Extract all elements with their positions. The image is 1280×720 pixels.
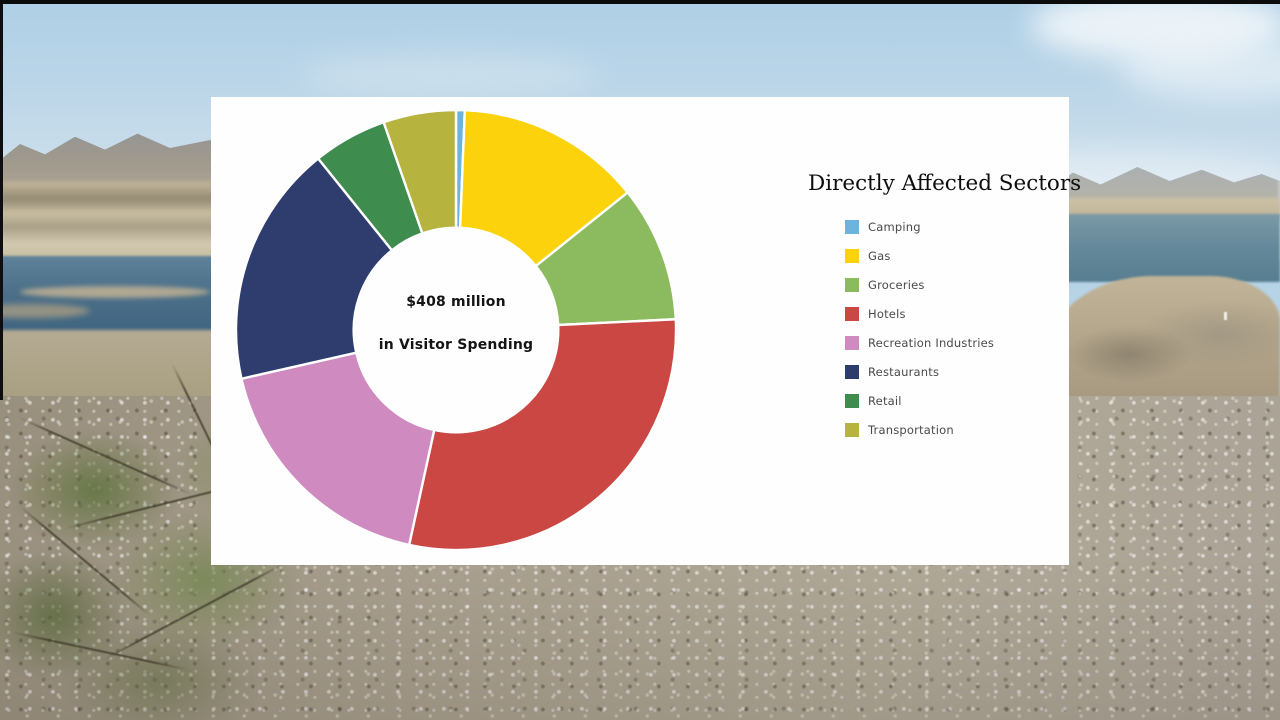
desert-band-left [0, 182, 230, 260]
donut-center-text: $408 million in Visitor Spending [326, 294, 586, 353]
donut-slice-transportation [382, 108, 458, 235]
legend-swatch-camping [845, 219, 859, 234]
legend-label-groceries: Groceries [868, 277, 925, 292]
legend-item-transportation: Transportation [845, 415, 1065, 444]
legend-swatch-recreation-industries [845, 335, 859, 350]
video-edge-bar-left [0, 4, 3, 400]
legend-item-groceries: Groceries [845, 270, 1065, 299]
donut-slice-restaurants [234, 157, 394, 380]
legend-label-restaurants: Restaurants [868, 364, 940, 379]
legend-swatch-transportation [845, 422, 859, 437]
legend-swatch-retail [845, 393, 859, 408]
legend-item-camping: Camping [845, 212, 1065, 241]
donut-slice-hotels [407, 318, 678, 552]
legend-swatch-restaurants [845, 364, 859, 379]
legend-item-gas: Gas [845, 241, 1065, 270]
legend-swatch-groceries [845, 277, 859, 292]
total-spending-value: $408 million [406, 294, 506, 310]
legend-label-retail: Retail [868, 393, 902, 408]
donut-slice-recreation-industries [240, 351, 436, 547]
legend-label-gas: Gas [868, 248, 891, 263]
donut-chart [234, 108, 678, 552]
rocky-hill-right [1048, 276, 1280, 406]
legend-title: Directly Affected Sectors [808, 171, 1082, 196]
distant-figure [1224, 312, 1227, 320]
legend: Camping Gas Groceries Hotels Recreation Indu… [845, 212, 1065, 444]
chart-card: $408 million in Visitor Spending Directl… [211, 97, 1082, 565]
legend-label-transportation: Transportation [868, 422, 954, 437]
legend-item-retail: Retail [845, 386, 1065, 415]
legend-swatch-hotels [845, 306, 859, 321]
legend-label-hotels: Hotels [868, 306, 906, 321]
donut-slice-gas [458, 108, 629, 268]
lake-island [20, 286, 210, 298]
video-edge-bar-top [0, 0, 1280, 4]
cloud-haze [300, 55, 600, 95]
legend-item-recreation-industries: Recreation Industries [845, 328, 1065, 357]
lake-island [0, 304, 90, 318]
total-spending-caption: in Visitor Spending [378, 337, 534, 353]
legend-item-hotels: Hotels [845, 299, 1065, 328]
lake-left [0, 256, 228, 336]
legend-item-restaurants: Restaurants [845, 357, 1065, 386]
legend-swatch-gas [845, 248, 859, 263]
legend-label-camping: Camping [868, 219, 921, 234]
lake-right [1050, 214, 1280, 282]
legend-label-recreation-industries: Recreation Industries [868, 335, 995, 350]
